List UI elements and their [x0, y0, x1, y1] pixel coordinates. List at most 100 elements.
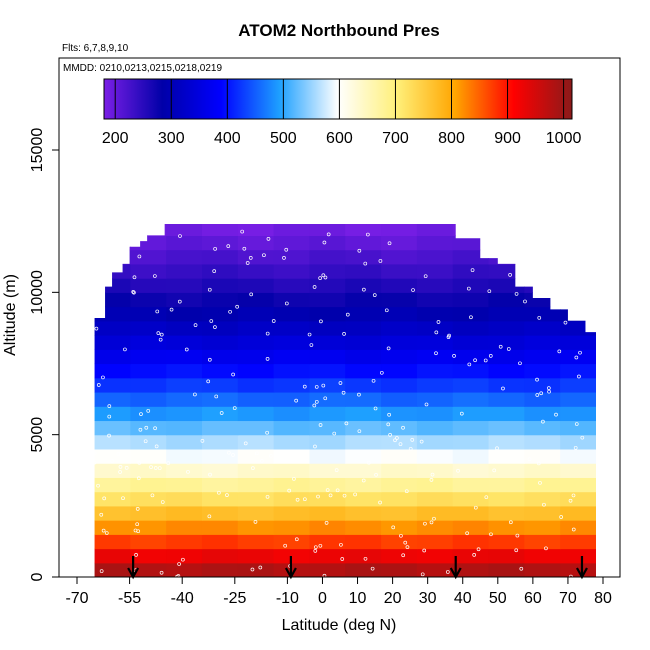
sample-point — [405, 545, 410, 549]
heatmap-cell — [381, 224, 418, 236]
heatmap-cell — [452, 434, 490, 450]
heatmap-cell — [345, 548, 382, 564]
sample-point — [251, 466, 255, 471]
sample-points — [92, 229, 585, 579]
heatmap-cell — [166, 448, 203, 464]
heatmap-cell — [488, 562, 525, 577]
sample-point — [539, 391, 544, 396]
heatmap-cell — [345, 320, 382, 336]
heatmap-cell — [560, 420, 596, 436]
x-tick-label: 80 — [594, 590, 612, 607]
sample-point — [312, 403, 317, 408]
sample-point — [153, 426, 157, 431]
sample-point — [265, 430, 269, 435]
heatmap-cell — [345, 505, 382, 521]
heatmap-cell — [345, 448, 382, 464]
heatmap-cell — [201, 534, 239, 550]
heatmap-cell — [94, 391, 131, 407]
heatmap-cell — [345, 263, 382, 279]
sample-point — [544, 546, 548, 551]
heatmap-cell — [309, 562, 346, 577]
sample-point — [515, 533, 520, 538]
sample-point — [535, 377, 539, 382]
sample-point — [321, 383, 326, 388]
sample-point — [240, 229, 245, 234]
sample-point — [495, 446, 499, 451]
sample-point — [231, 372, 235, 377]
sample-point — [253, 520, 258, 524]
heatmap-cell — [560, 406, 596, 422]
sample-point — [366, 232, 370, 237]
colorbar-tick-label: 300 — [158, 130, 185, 147]
heatmap-cell — [130, 391, 167, 407]
heatmap-cell — [130, 505, 167, 521]
sample-point — [265, 494, 270, 499]
heatmap-cell — [94, 377, 131, 393]
sample-point — [353, 492, 357, 497]
heatmap-cell — [416, 448, 454, 464]
sample-point — [357, 429, 362, 434]
heatmap-cell — [237, 249, 275, 265]
heatmap-cell — [130, 278, 167, 293]
sample-point — [467, 362, 472, 367]
sample-point — [259, 459, 264, 463]
sample-point — [266, 237, 271, 241]
sample-point — [212, 269, 217, 274]
sample-point — [573, 445, 578, 450]
x-tick-label: -70 — [65, 590, 88, 607]
heatmap-cell — [237, 320, 275, 336]
sample-point — [313, 549, 318, 553]
sample-point — [271, 319, 276, 323]
heatmap-cell — [416, 391, 454, 407]
x-tick-label: 50 — [489, 590, 507, 607]
heatmap-cell — [273, 491, 311, 507]
heatmap-cell — [381, 420, 418, 436]
heatmap-cell — [130, 224, 167, 236]
sample-point — [292, 476, 296, 481]
heatmap-cell — [166, 562, 203, 577]
heatmap-cell — [201, 391, 239, 407]
heatmap-cell — [452, 463, 490, 478]
heatmap-cell — [130, 463, 167, 478]
sample-point — [324, 520, 329, 525]
sample-point — [118, 470, 122, 474]
sample-point — [514, 292, 519, 296]
sample-point — [401, 553, 406, 558]
sample-point — [219, 411, 224, 415]
sample-point — [319, 319, 323, 324]
sample-point — [395, 436, 399, 440]
sample-point — [386, 422, 391, 427]
heatmap-cell — [416, 548, 454, 564]
heatmap-cell — [560, 391, 596, 407]
sample-point — [518, 361, 522, 366]
sample-point — [134, 553, 138, 557]
sample-point — [411, 288, 415, 292]
sample-point — [578, 350, 582, 355]
heatmap-cell — [416, 306, 454, 322]
sample-point — [92, 460, 97, 465]
heatmap-cell — [452, 224, 490, 236]
heatmap-cell — [560, 349, 596, 365]
heatmap-cell — [237, 235, 275, 251]
heatmap-cell — [237, 292, 275, 308]
heatmap-cell — [166, 420, 203, 436]
heatmap-cell — [201, 463, 239, 478]
heatmap-cell — [201, 278, 239, 293]
heatmap-cell — [524, 448, 561, 464]
heatmap-cell — [416, 520, 454, 535]
heatmap-cell — [130, 292, 167, 308]
heatmap-cell — [452, 534, 490, 550]
colorbar-gradient — [103, 78, 573, 120]
curtain-heatmap — [94, 224, 596, 577]
heatmap-cell — [273, 363, 311, 379]
heatmap-cell — [201, 249, 239, 265]
sample-point — [452, 354, 456, 358]
heatmap-cell — [273, 463, 311, 478]
heatmap-cell — [201, 420, 239, 436]
sample-point — [473, 358, 477, 363]
sample-point — [318, 543, 323, 548]
heatmap-cell — [524, 548, 561, 564]
heatmap-cell — [273, 548, 311, 564]
heatmap-cell — [452, 263, 490, 279]
sample-point — [207, 514, 212, 519]
